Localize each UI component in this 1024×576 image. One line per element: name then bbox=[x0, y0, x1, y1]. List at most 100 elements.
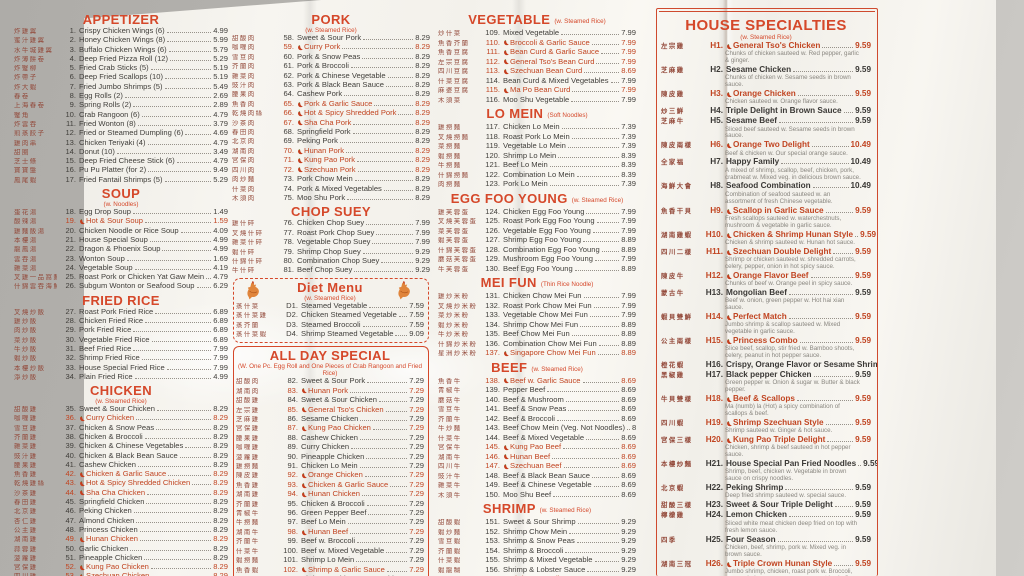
item-name: Mushroom Egg Foo Young bbox=[503, 254, 593, 263]
menu-item: 蝦炒米粉 134. Shrimp Chow Mei Fun 8.89 bbox=[438, 319, 636, 331]
item-number: 58. bbox=[283, 33, 294, 42]
menu-item: 炸大蝦 7. Fried Jumbo Shrimps (5) 5.49 bbox=[14, 82, 228, 92]
item-number: 12. bbox=[65, 128, 76, 138]
item-price: 9.59 bbox=[855, 106, 871, 116]
item-chinese-label: 蜜汁雞翼 bbox=[14, 37, 46, 45]
menu-item: 湖南肉 83. Hunan Pork 7.29 bbox=[236, 386, 424, 396]
dotted-leader bbox=[385, 410, 408, 412]
menu-item: 蝦什碎 79. Shrimp Chop Suey 9.29 bbox=[232, 247, 430, 257]
menu-item: 上海春卷 9. Spring Rolls (2) 2.89 bbox=[14, 101, 228, 110]
dotted-leader bbox=[374, 104, 414, 106]
dotted-leader bbox=[390, 485, 408, 487]
item-chinese-label: 陳皮兩樣 bbox=[661, 142, 693, 150]
item-chinese-label: 咖喱肉 bbox=[232, 44, 256, 52]
item-price: 7.39 bbox=[621, 179, 636, 188]
dotted-leader bbox=[785, 489, 854, 491]
item-name: Peking Chicken bbox=[79, 506, 132, 516]
item-name: Beef & Chinese Vegetable bbox=[503, 480, 592, 489]
item-chinese-label: 四川豆腐 bbox=[438, 68, 470, 75]
item-name: Sweet & Sour Chicken bbox=[79, 404, 155, 414]
item-price: 8.29 bbox=[213, 524, 228, 534]
item-description: Beef & chicken w. Our special orange sau… bbox=[725, 149, 848, 157]
dotted-leader bbox=[156, 428, 212, 430]
item-name: Beef & Broccoli bbox=[503, 413, 555, 423]
chili-pepper-icon bbox=[503, 454, 509, 460]
item-chinese-label: 豉汁肉 bbox=[232, 82, 256, 90]
item-description: Shrimp sauteed w. Ginger & hot sauce. bbox=[725, 427, 833, 435]
dotted-leader bbox=[363, 39, 414, 40]
item-chinese-label: 北京雞 bbox=[14, 508, 38, 516]
item-number: 23. bbox=[65, 253, 76, 263]
item-number: H8. bbox=[710, 181, 723, 191]
item-price: 8.69 bbox=[621, 451, 636, 461]
item-price: 7.99 bbox=[621, 291, 636, 300]
item-name: Shrimp & Snow Peas bbox=[503, 536, 575, 545]
dotted-leader bbox=[126, 259, 212, 261]
chili-pepper-icon bbox=[726, 232, 732, 238]
section-title: VEGETABLE (w. Steamed Rice) bbox=[468, 12, 606, 27]
menu-item: 陳皮牛 H12. Orange Flavor Beef 9.59 bbox=[661, 271, 871, 281]
dotted-leader bbox=[168, 50, 212, 52]
item-name: Beef Chow Mein (Veg. Not Noodles) bbox=[503, 423, 625, 432]
dotted-leader bbox=[185, 447, 212, 449]
item-price: 9.59 bbox=[855, 558, 871, 568]
item-chinese-label: 本樓炒飯 bbox=[14, 364, 46, 372]
item-chinese-label: 叉燒炒飯 bbox=[14, 308, 46, 316]
item-number: 6. bbox=[69, 72, 76, 82]
menu-item: 青椒牛 139. Pepper Beef 8.69 bbox=[438, 385, 636, 396]
item-price: 1.69 bbox=[213, 253, 228, 263]
menu-item: 菜炒米粉 133. Vegetable Chow Mei Fun 7.99 bbox=[438, 310, 636, 321]
section-subtitle: (w. Steamed Rice) bbox=[531, 365, 583, 373]
item-chinese-label: 四季 bbox=[661, 536, 677, 544]
item-chinese-label: 雜菜湯 bbox=[14, 264, 38, 272]
item-chinese-label: 蒸什菜蝦 bbox=[236, 330, 268, 338]
item-number: 156. bbox=[485, 564, 500, 574]
item-description: Chunks of chicken w. Sesame seeds in bro… bbox=[725, 74, 851, 89]
item-price: 9.29 bbox=[415, 255, 430, 265]
item-chinese-label: 四川牛 bbox=[438, 463, 462, 470]
item-number: 61. bbox=[283, 61, 294, 71]
item-name: Fried Wonton (8) bbox=[79, 118, 136, 128]
item-chinese-label: 咖喱雞 bbox=[236, 444, 260, 452]
item-name: Shrimp Chow Mei Fun bbox=[503, 319, 579, 329]
item-price: 8.29 bbox=[213, 450, 228, 460]
item-price: 8.69 bbox=[621, 404, 636, 413]
item-name: Vegetable Egg Foo Young bbox=[503, 225, 591, 235]
item-chinese-label: 蒜蓉雞 bbox=[14, 545, 38, 553]
item-chinese-label: 芥蘭肉 bbox=[232, 63, 256, 71]
chili-pepper-icon bbox=[726, 314, 732, 321]
menu-item: 什菜豆腐 114. Bean Curd & Mixed Vegetables 7.99 bbox=[438, 76, 636, 87]
menu-section-appetizer: APPETIZER 炸雞翼 1. Crispy Chicken Wings (6) 4.… bbox=[14, 13, 228, 185]
item-price: 7.29 bbox=[409, 432, 424, 442]
item-number: 47. bbox=[65, 515, 76, 525]
item-name: Orange Chicken bbox=[308, 470, 363, 480]
item-name: Kung Pao Pork bbox=[304, 155, 356, 165]
item-price: 1.49 bbox=[213, 207, 228, 217]
dotted-leader bbox=[137, 124, 212, 126]
section-subtitle: (w. Steamed Rice) bbox=[539, 507, 592, 514]
dotted-leader bbox=[576, 542, 620, 543]
dotted-leader bbox=[395, 334, 408, 336]
item-name: Hunan Pork bbox=[304, 145, 345, 155]
menu-item: 什菜肉 74. Pork & Mixed Vegetables 8.29 bbox=[232, 184, 430, 194]
item-description: Combination of seafood sauteed w. an ass… bbox=[725, 190, 833, 205]
item-number: 139. bbox=[485, 385, 500, 394]
item-name: Honey Chicken Wings (8) bbox=[79, 35, 166, 45]
dotted-leader bbox=[156, 410, 212, 412]
item-number: 128. bbox=[485, 244, 500, 254]
dotted-leader bbox=[812, 187, 849, 189]
item-name: Sesame Beef bbox=[726, 116, 777, 126]
item-name: Hunan Beef bbox=[510, 451, 551, 461]
menu-item: 甜圈 14. Donut (10) 3.49 bbox=[14, 146, 228, 157]
item-price: 5.29 bbox=[213, 53, 228, 63]
menu-item: 炒三鮮 H4. Triple Delight in Brown Sauce 9.59 bbox=[661, 106, 871, 116]
dotted-leader bbox=[145, 222, 212, 224]
item-price: 7.59 bbox=[409, 310, 424, 320]
item-number: 22. bbox=[65, 244, 76, 254]
dotted-leader bbox=[351, 448, 408, 450]
item-number: 110. bbox=[485, 37, 500, 47]
item-name: Donut (10) bbox=[79, 146, 115, 156]
menu-item: 本樓炒飯 33. House Special Fried Rice 7.99 bbox=[14, 363, 228, 373]
menu-item: 龍鳳湯 22. Dragon & Phoenix Soup 4.99 bbox=[14, 244, 228, 254]
chili-pepper-icon bbox=[503, 463, 509, 470]
